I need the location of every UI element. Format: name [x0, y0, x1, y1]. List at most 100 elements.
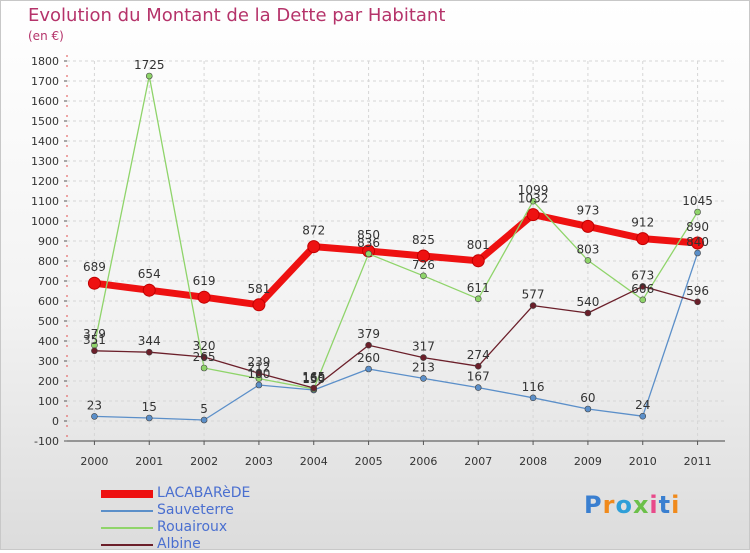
y-tick-label: 1100	[31, 195, 59, 208]
data-label: 155	[302, 372, 325, 386]
x-tick-label: 2008	[519, 455, 547, 468]
x-tick-label: 2004	[300, 455, 328, 468]
series-point-3	[310, 384, 318, 392]
x-tick-label: 2011	[684, 455, 712, 468]
legend-item: Albine	[101, 536, 250, 553]
logo-letter: o	[615, 491, 633, 519]
x-tick-label: 2001	[135, 455, 163, 468]
y-tick-label: 1300	[31, 155, 59, 168]
series-point-0	[581, 219, 595, 233]
legend-item: Sauveterre	[101, 502, 250, 519]
data-label: 1725	[134, 58, 165, 72]
series-point-0	[636, 232, 650, 246]
data-label: 850	[357, 228, 380, 242]
series-point-2	[694, 208, 701, 216]
x-tick-label: 2000	[80, 455, 108, 468]
series-point-1	[584, 405, 592, 413]
grid-layer	[67, 60, 725, 442]
data-label: 611	[467, 281, 490, 295]
data-label: 540	[576, 295, 599, 309]
data-label: 379	[83, 327, 106, 341]
data-label: 213	[412, 360, 435, 374]
logo-letter: i	[649, 491, 659, 519]
logo-letter: P	[584, 491, 603, 519]
series-point-2	[584, 257, 592, 264]
data-label: 212	[247, 361, 270, 375]
series-point-1	[639, 412, 647, 420]
series-point-3	[365, 341, 372, 349]
legend-swatch	[101, 509, 153, 512]
axis-layer: -100 0 100 200 300 400 500 600 700 800 900 1000 1100…	[31, 55, 725, 468]
data-label: 803	[576, 242, 599, 256]
data-label: 344	[138, 334, 161, 348]
series-point-2	[200, 364, 208, 372]
data-label: 116	[522, 380, 545, 394]
data-label: 654	[138, 267, 161, 281]
data-label: 1099	[518, 183, 549, 197]
x-tick-label: 2010	[629, 455, 657, 468]
data-label: 872	[302, 224, 325, 238]
x-tick-label: 2005	[355, 455, 383, 468]
data-label: 379	[357, 327, 380, 341]
label-layer: 689 654 619 581 872 850 825 801 1032 973 912 890 23 1…	[83, 58, 713, 416]
proxiti-logo: Proxiti	[584, 491, 680, 519]
x-tick-label: 2003	[245, 455, 273, 468]
series-point-0	[197, 290, 211, 304]
series-point-3	[255, 369, 263, 377]
series-point-1	[200, 416, 208, 424]
data-label: 840	[686, 235, 709, 249]
legend-swatch	[101, 543, 153, 546]
data-label: 606	[631, 282, 654, 296]
data-label: 596	[686, 284, 709, 298]
data-label: 167	[467, 370, 490, 384]
series-point-1	[91, 413, 98, 420]
data-label: 239	[247, 355, 270, 369]
x-tick-label: 2006	[409, 455, 437, 468]
data-label: 619	[193, 274, 216, 288]
data-label: 60	[580, 391, 595, 405]
series-point-0	[526, 208, 540, 222]
data-label: 890	[686, 220, 709, 234]
data-label: 24	[635, 398, 650, 412]
logo-letter: i	[671, 491, 681, 519]
y-tick-label: 1400	[31, 135, 59, 148]
legend-swatch	[101, 489, 153, 498]
legend-swatch	[101, 526, 153, 529]
data-label: 351	[83, 333, 106, 347]
data-label: 15	[142, 400, 157, 414]
series-point-0	[142, 283, 156, 297]
series-point-3	[529, 302, 537, 309]
series-point-2	[639, 296, 647, 304]
y-tick-label: 200	[38, 375, 59, 388]
series-point-2	[145, 72, 153, 80]
data-label: 581	[247, 282, 270, 296]
series-point-2	[529, 197, 537, 205]
y-tick-label: 700	[38, 275, 59, 288]
series-point-3	[420, 354, 427, 361]
data-label: 165	[302, 370, 325, 384]
series-point-3	[584, 309, 592, 317]
logo-letter: x	[632, 491, 650, 519]
legend-item: LACABARèDE	[101, 485, 250, 502]
series-point-1	[474, 384, 482, 391]
x-tick-label: 2007	[464, 455, 492, 468]
series-point-0	[416, 249, 430, 263]
legend-label: Sauveterre	[157, 502, 234, 518]
data-label: 577	[522, 288, 545, 302]
series-point-1	[365, 365, 372, 373]
y-tick-label: 800	[38, 255, 59, 268]
y-tick-label: 100	[38, 395, 59, 408]
series-point-3	[91, 347, 98, 355]
series-point-0	[307, 240, 321, 254]
y-tick-label: 300	[38, 355, 59, 368]
y-tick-label: 1800	[31, 55, 59, 68]
series-line-0	[93, 211, 698, 309]
series-point-3	[200, 353, 208, 361]
x-tick-label: 2002	[190, 455, 218, 468]
legend-label: Albine	[157, 536, 201, 552]
data-label: 836	[357, 236, 380, 250]
series-layer	[87, 72, 705, 424]
y-tick-label: 1600	[31, 95, 59, 108]
